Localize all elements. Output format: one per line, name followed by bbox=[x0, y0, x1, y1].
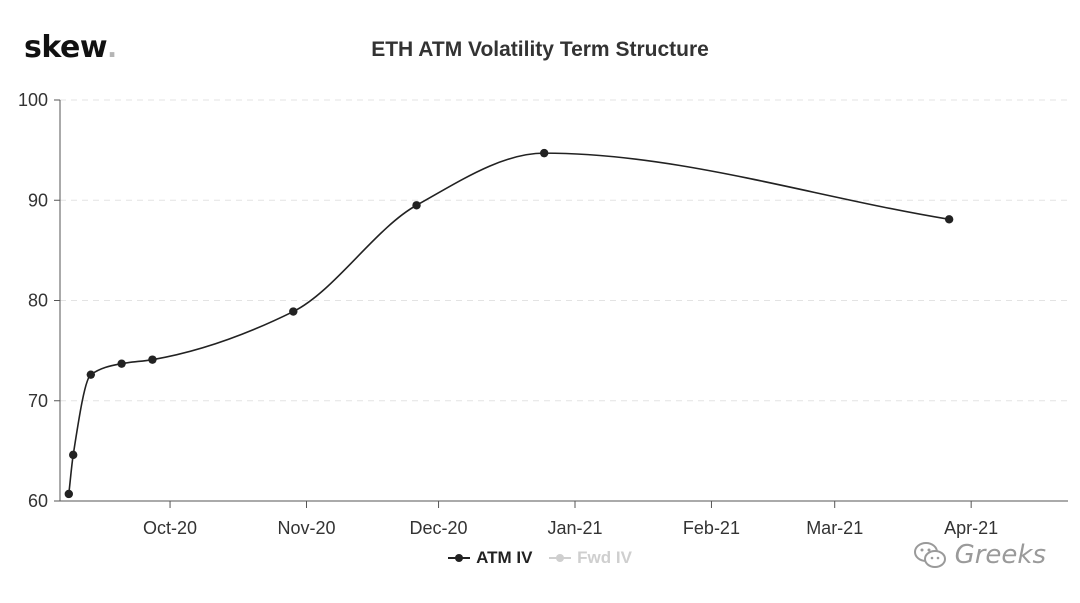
y-tick-label-70: 70 bbox=[28, 391, 48, 411]
data-point-atm-iv-2 bbox=[86, 370, 96, 379]
x-tick-label-Oct-20: Oct-20 bbox=[143, 518, 197, 538]
legend: ATM IV Fwd IV bbox=[0, 548, 1080, 568]
wechat-icon bbox=[913, 542, 946, 568]
legend-label-atm-iv: ATM IV bbox=[476, 548, 533, 567]
y-tick-label-60: 60 bbox=[28, 491, 48, 511]
x-tick-label-Nov-20: Nov-20 bbox=[277, 518, 335, 538]
series-line-atm-iv bbox=[68, 152, 950, 495]
data-point-atm-iv-0 bbox=[64, 489, 74, 499]
chart-title: ETH ATM Volatility Term Structure bbox=[371, 38, 709, 61]
axes: 60 70 80 90 100 Oct-20 Nov-20 Dec-20 Jan-21 Feb-2… bbox=[18, 90, 1068, 538]
x-tick-label-Feb-21: Feb-21 bbox=[683, 518, 740, 538]
data-point-atm-iv-6 bbox=[412, 201, 421, 210]
watermark-text: Greeks bbox=[954, 540, 1046, 570]
data-point-atm-iv-1 bbox=[69, 450, 78, 460]
fwd-iv-swatch-icon bbox=[549, 553, 572, 563]
data-point-atm-iv-8 bbox=[944, 215, 954, 224]
y-tick-label-100: 100 bbox=[18, 90, 48, 110]
skew-logo: skew. bbox=[24, 30, 117, 65]
data-point-atm-iv-3 bbox=[117, 359, 126, 368]
data-point-atm-iv-7 bbox=[539, 148, 549, 158]
gridlines bbox=[60, 99, 1068, 402]
x-tick-label-Mar-21: Mar-21 bbox=[806, 518, 863, 538]
data-point-atm-iv-4 bbox=[148, 355, 157, 364]
legend-item-fwd-iv[interactable]: Fwd IV bbox=[549, 548, 632, 568]
legend-label-fwd-iv: Fwd IV bbox=[577, 548, 632, 567]
x-tick-label-Dec-20: Dec-20 bbox=[410, 518, 468, 538]
x-tick-label-Jan-21: Jan-21 bbox=[547, 518, 602, 538]
y-tick-label-90: 90 bbox=[28, 190, 48, 210]
series-atm-iv bbox=[64, 148, 954, 499]
atm-iv-swatch-icon bbox=[448, 553, 471, 563]
legend-item-atm-iv[interactable]: ATM IV bbox=[448, 548, 532, 568]
watermark: Greeks bbox=[913, 540, 1046, 570]
x-tick-label-Apr-21: Apr-21 bbox=[944, 518, 998, 538]
data-point-atm-iv-5 bbox=[289, 307, 298, 316]
y-tick-label-80: 80 bbox=[28, 291, 48, 311]
